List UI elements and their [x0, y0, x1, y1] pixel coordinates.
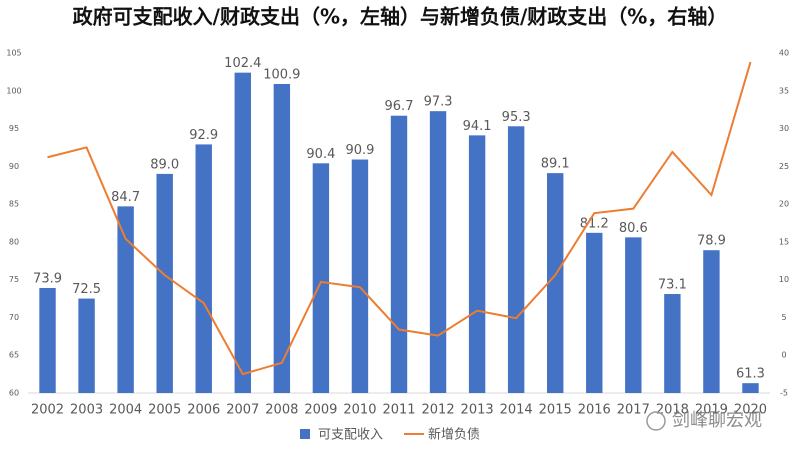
bar	[39, 287, 56, 393]
bar	[117, 206, 134, 393]
watermark: 剑峰聊宏观	[672, 410, 762, 431]
x-tick-label: 2011	[382, 403, 415, 418]
y2-tick-label: 0	[781, 351, 786, 360]
y-tick-label: 80	[9, 237, 19, 246]
bar	[625, 237, 642, 393]
bar	[468, 135, 486, 393]
bar	[429, 111, 447, 393]
value-label: 89.0	[150, 157, 179, 172]
y-tick-label: 60	[9, 389, 19, 398]
y2-tick-label: 10	[779, 275, 789, 284]
bar	[742, 383, 759, 393]
x-tick-label: 2012	[422, 403, 455, 418]
bar	[351, 159, 369, 393]
line	[47, 61, 752, 376]
y-tick-label: 70	[9, 313, 19, 322]
x-tick-label: 2014	[500, 403, 533, 418]
x-tick-label: 2010	[343, 403, 376, 418]
value-label: 96.7	[385, 99, 414, 114]
watermark-icon	[646, 411, 666, 431]
bar	[273, 83, 291, 393]
bar	[156, 173, 173, 393]
y-tick-label: 95	[9, 124, 19, 133]
value-label: 90.4	[306, 147, 335, 162]
y2-tick-label: 40	[779, 49, 789, 58]
value-label: 84.7	[111, 190, 140, 205]
x-tick-label: 2015	[539, 403, 572, 418]
bar	[586, 232, 603, 393]
y2-tick-label: -5	[780, 389, 788, 398]
value-label: 81.2	[580, 216, 609, 231]
value-label: 90.9	[345, 143, 374, 158]
value-label: 80.6	[619, 221, 648, 236]
bar	[547, 173, 564, 393]
value-label: 94.1	[463, 119, 492, 134]
bar	[390, 115, 408, 393]
bar	[664, 294, 681, 393]
bar	[78, 298, 95, 393]
value-label: 73.1	[658, 278, 687, 293]
value-label: 97.3	[424, 95, 453, 110]
x-tick-label: 2018	[656, 403, 689, 418]
y-tick-label: 105	[6, 49, 21, 58]
value-label: 72.5	[72, 282, 101, 297]
y2-tick-label: 15	[779, 237, 789, 246]
x-tick-label: 2013	[461, 403, 494, 418]
y2-tick-label: 25	[779, 162, 789, 171]
y-tick-label: 75	[9, 275, 19, 284]
value-label: 95.3	[502, 110, 531, 125]
y-tick-label: 65	[9, 351, 19, 360]
y2-tick-label: 20	[779, 200, 789, 209]
value-label: 102.4	[224, 56, 261, 71]
bar	[195, 144, 212, 393]
x-tick-label: 2007	[226, 403, 259, 418]
legend-label: 可支配收入	[318, 428, 383, 443]
y-tick-label: 90	[9, 162, 19, 171]
x-tick-label: 2002	[31, 403, 64, 418]
x-tick-label: 2020	[734, 403, 767, 418]
x-tick-label: 2009	[304, 403, 337, 418]
y-tick-label: 85	[9, 200, 19, 209]
y2-tick-label: 5	[781, 313, 786, 322]
legend-swatch	[300, 429, 310, 439]
x-tick-label: 2019	[695, 403, 728, 418]
value-label: 92.9	[189, 128, 218, 143]
x-tick-label: 2016	[578, 403, 611, 418]
x-tick-label: 2008	[265, 403, 298, 418]
bar	[312, 163, 330, 393]
x-tick-label: 2004	[109, 403, 142, 418]
x-tick-label: 2005	[148, 403, 181, 418]
value-label: 78.9	[697, 234, 726, 249]
x-tick-label: 2017	[617, 403, 650, 418]
x-tick-label: 2003	[70, 403, 103, 418]
y2-tick-label: 35	[779, 86, 789, 95]
y2-tick-label: 30	[779, 124, 789, 133]
y-tick-label: 100	[6, 86, 21, 95]
value-label: 73.9	[33, 271, 62, 286]
x-tick-label: 2006	[187, 403, 220, 418]
bar	[507, 126, 525, 394]
bar	[234, 72, 251, 394]
legend-label: 新增负债	[428, 427, 480, 443]
value-label: 89.1	[541, 157, 570, 172]
value-label: 100.9	[263, 67, 300, 82]
chart-title: 政府可支配收入/财政支出（%，左轴）与新增负债/财政支出（%，右轴）	[73, 5, 728, 29]
value-label: 61.3	[736, 367, 765, 382]
bar	[703, 250, 720, 393]
